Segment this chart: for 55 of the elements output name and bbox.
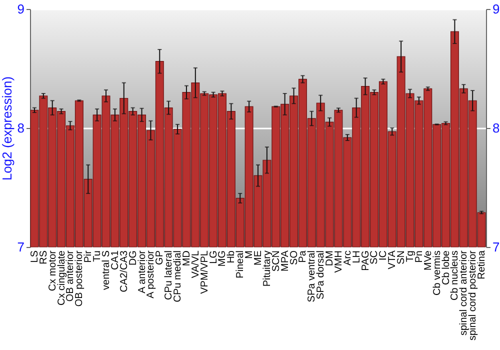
x-tick-label: Pn [414, 250, 425, 263]
y2-tick-label: 8 [492, 120, 500, 136]
x-tick-label: IC [378, 250, 390, 260]
x-tick-label: GP [154, 250, 166, 265]
x-tick-label: SC [369, 250, 380, 264]
x-tick-label: A anterior [136, 250, 148, 294]
x-tick-label: DG [128, 250, 139, 266]
x-tick-label: DM [324, 250, 336, 266]
x-tick-label: MPA [280, 250, 291, 272]
y-tick-label: 9 [17, 2, 24, 16]
x-tick-label: spinal cord posterior [468, 250, 479, 341]
x-tick-label: LS [29, 250, 40, 263]
x-tick-label: Cb vermis [432, 250, 443, 296]
x-tick-label: VA/VL [190, 250, 202, 278]
x-tick-label: Hb [226, 250, 238, 264]
x-tick-label: CPu medial [172, 250, 184, 302]
x-tick-label: Cb lobe [440, 250, 452, 285]
x-tick-label: Pituitary [262, 250, 273, 287]
x-tick-label: Pineal [235, 250, 246, 278]
x-tick-label: M [244, 250, 256, 259]
x-tick-label: Pir [83, 250, 94, 263]
x-tick-label: VMH [333, 250, 344, 273]
x-tick-label: RS [38, 250, 50, 264]
y2-tick-label: 9 [492, 2, 500, 16]
x-tick-label: CA1 [110, 250, 121, 270]
x-tick-label: SPa dorsal [316, 250, 327, 300]
x-tick-label: Tg [405, 250, 416, 262]
x-tick-label: ME [253, 250, 264, 266]
x-tick-label: Retina [476, 250, 488, 280]
x-tick-label: VTA [387, 250, 398, 270]
x-tick-label: LH [351, 250, 362, 264]
x-tick-label: ventral S [101, 250, 112, 290]
x-tick-label: MD [181, 250, 192, 266]
x-tick-label: A posterior [146, 250, 157, 298]
y-tick-label: 7 [17, 240, 24, 254]
x-tick-label: PAG [360, 250, 372, 271]
x-tick-label: LG [208, 250, 220, 264]
x-tick-label: Cx motor [47, 250, 58, 292]
y-axis-title: Log2 (expression) [0, 76, 14, 181]
x-tick-label: Cx cingulate [56, 250, 68, 306]
x-tick-label: CA2/CA3 [118, 250, 130, 292]
x-tick-label: Pa [298, 250, 309, 263]
x-tick-label: SCN [270, 250, 282, 272]
x-tick-label: Cb nucleus [450, 250, 461, 301]
x-tick-label: VPM/VPL [199, 250, 210, 294]
x-tick-label: OB posterior [74, 250, 86, 307]
x-tick-label: Tu [92, 250, 104, 262]
x-tick-label: MVe [422, 250, 434, 271]
y2-tick-label: 7 [492, 240, 500, 254]
y-tick-label: 8 [17, 120, 24, 136]
x-tick-label: SN [396, 250, 408, 264]
x-tick-label: spinal cord anterior [458, 250, 470, 336]
x-tick-label: Arc [342, 250, 354, 266]
x-tick-label: SO [288, 250, 300, 265]
x-tick-label: OB anterior [65, 250, 76, 302]
